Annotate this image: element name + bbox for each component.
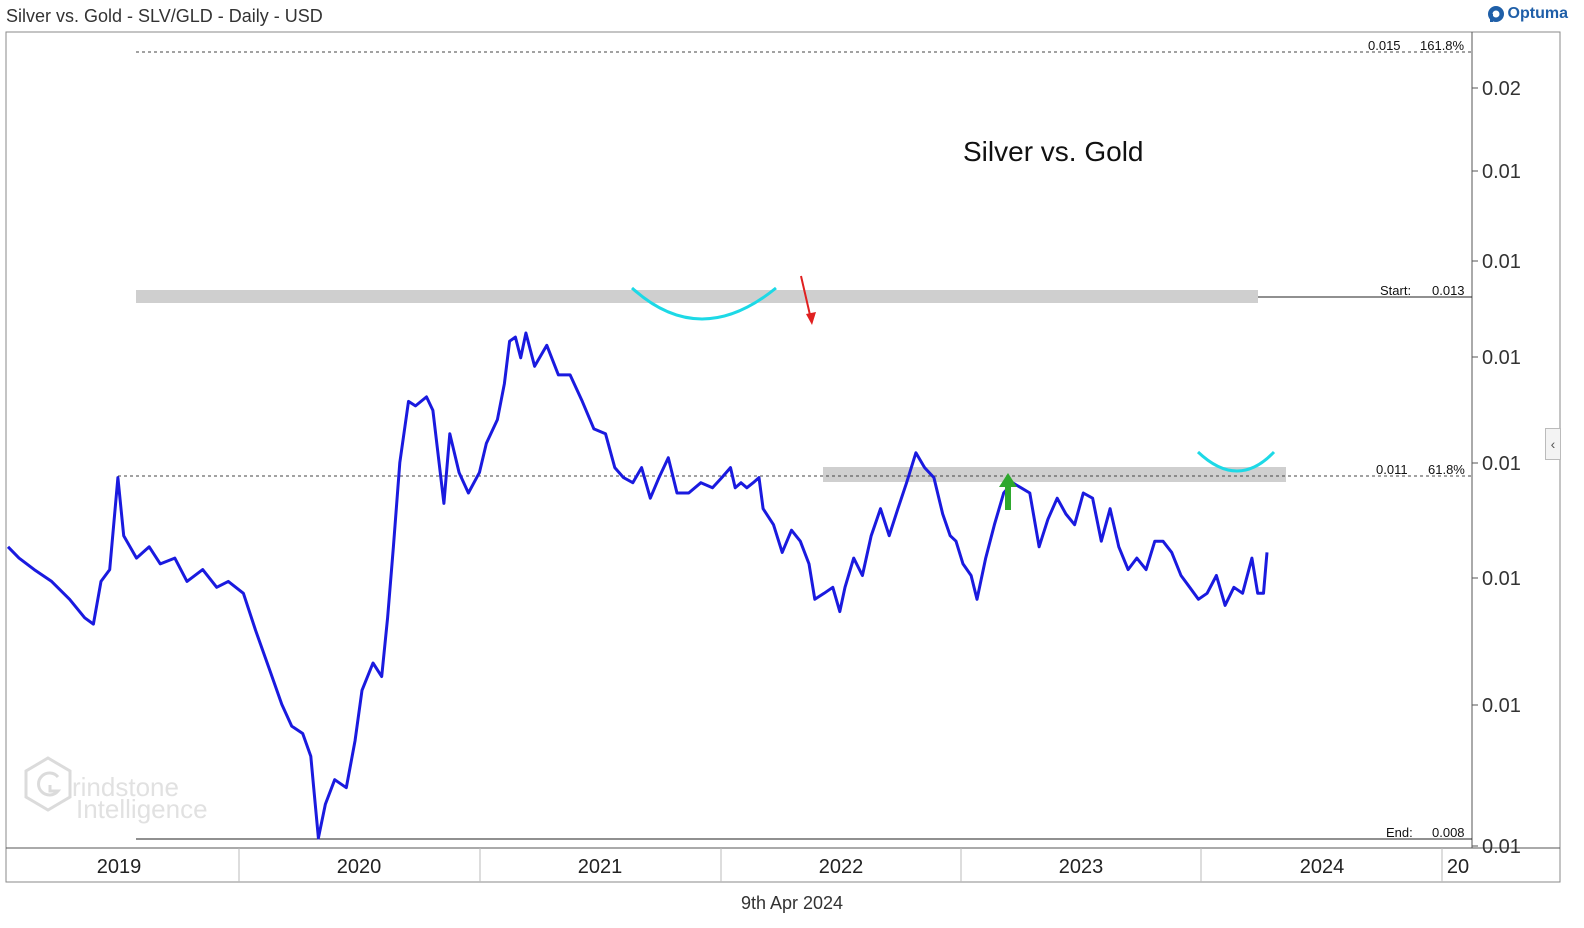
fib-mid-percent: 61.8%: [1428, 462, 1465, 477]
x-tick-label: 2021: [578, 856, 623, 878]
optuma-logo-icon: [1487, 6, 1504, 22]
grindstone-watermark: rindstone Intelligence: [24, 756, 208, 824]
end-label: End:: [1386, 825, 1413, 840]
y-axis: 0.02 0.01 0.01 0.01 0.01 0.01 0.01 0.01: [1472, 78, 1521, 858]
collapse-panel-button[interactable]: ‹: [1545, 428, 1561, 460]
optuma-brand-name: Optuma: [1507, 5, 1568, 22]
y-tick-label: 0.01: [1482, 347, 1521, 369]
chart-date-footer: 9th Apr 2024: [740, 893, 844, 913]
optuma-brand[interactable]: Optuma: [1487, 5, 1568, 23]
fib-top-percent: 161.8%: [1420, 38, 1465, 53]
support-up-arrow: [999, 473, 1017, 510]
breakdown-arrow: [800, 275, 816, 325]
chart-title: Silver vs. Gold: [963, 136, 1144, 167]
rounding-arc-2021: [630, 286, 777, 321]
x-tick-label: 2022: [819, 856, 864, 878]
y-tick-label: 0.01: [1482, 568, 1521, 590]
chart-header-title: Silver vs. Gold - SLV/GLD - Daily - USD: [6, 6, 323, 26]
rounding-arc-2024: [1196, 450, 1276, 473]
start-label: Start:: [1380, 283, 1411, 298]
y-tick-label: 0.01: [1482, 251, 1521, 273]
y-tick-label: 0.01: [1482, 453, 1521, 475]
x-tick-label: 20: [1447, 856, 1469, 878]
watermark-line2: Intelligence: [76, 794, 208, 824]
x-tick-label: 2024: [1300, 856, 1345, 878]
y-tick-label: 0.01: [1482, 161, 1521, 183]
x-tick-label: 2023: [1059, 856, 1104, 878]
fib-top-value: 0.015: [1368, 38, 1401, 53]
fib-mid-value: 0.011: [1376, 462, 1408, 477]
plot-frame: [5, 31, 1561, 883]
y-tick-label: 0.01: [1482, 836, 1521, 858]
end-value: 0.008: [1432, 825, 1465, 840]
x-tick-label: 2019: [97, 856, 142, 878]
x-tick-label: 2020: [337, 856, 382, 878]
y-tick-label: 0.01: [1482, 695, 1521, 717]
support-band-start: [136, 290, 1258, 303]
hexagon-g-icon: [24, 756, 72, 812]
series-line: [6, 331, 1269, 840]
support-band-fib: [823, 467, 1286, 482]
x-axis: 2019 2020 2021 2022 2023 2024 20: [97, 848, 1469, 882]
watermark-line1: rindstone: [72, 772, 179, 802]
y-tick-label: 0.02: [1482, 78, 1521, 100]
start-value: 0.013: [1432, 283, 1465, 298]
